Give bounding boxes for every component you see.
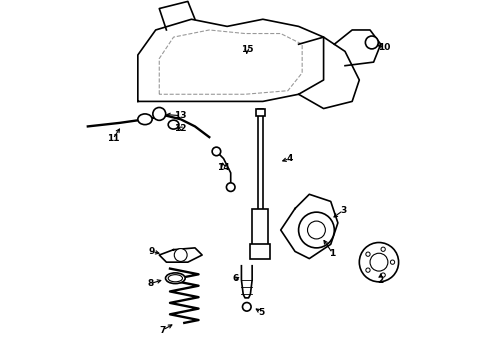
Circle shape: [381, 247, 385, 251]
Circle shape: [366, 268, 370, 272]
Bar: [256, 109, 265, 116]
Circle shape: [359, 243, 398, 282]
Text: 3: 3: [340, 206, 346, 215]
Circle shape: [370, 253, 388, 271]
Circle shape: [391, 260, 394, 264]
Circle shape: [308, 221, 325, 239]
Circle shape: [366, 252, 370, 256]
Circle shape: [212, 147, 220, 156]
Bar: [258, 109, 263, 216]
Text: 6: 6: [233, 274, 239, 283]
Text: 10: 10: [378, 43, 391, 52]
Text: 9: 9: [149, 247, 155, 256]
Text: 13: 13: [174, 111, 187, 120]
Circle shape: [366, 36, 378, 49]
Ellipse shape: [166, 273, 185, 284]
Text: 11: 11: [107, 134, 119, 143]
Text: 12: 12: [174, 124, 187, 133]
Text: 15: 15: [241, 45, 253, 54]
Text: 8: 8: [147, 279, 153, 288]
Bar: [250, 244, 270, 258]
Ellipse shape: [138, 114, 152, 125]
Circle shape: [153, 108, 166, 120]
Circle shape: [381, 273, 385, 277]
Circle shape: [174, 249, 187, 261]
Circle shape: [243, 302, 251, 311]
Text: 14: 14: [217, 163, 230, 172]
Text: 7: 7: [160, 325, 166, 334]
Circle shape: [298, 212, 334, 248]
Text: 5: 5: [258, 308, 264, 317]
Text: 2: 2: [378, 275, 384, 284]
Text: 1: 1: [329, 249, 336, 258]
Circle shape: [226, 183, 235, 192]
Bar: [252, 208, 268, 251]
Ellipse shape: [168, 275, 182, 282]
Text: 4: 4: [287, 154, 293, 163]
Ellipse shape: [168, 120, 179, 129]
